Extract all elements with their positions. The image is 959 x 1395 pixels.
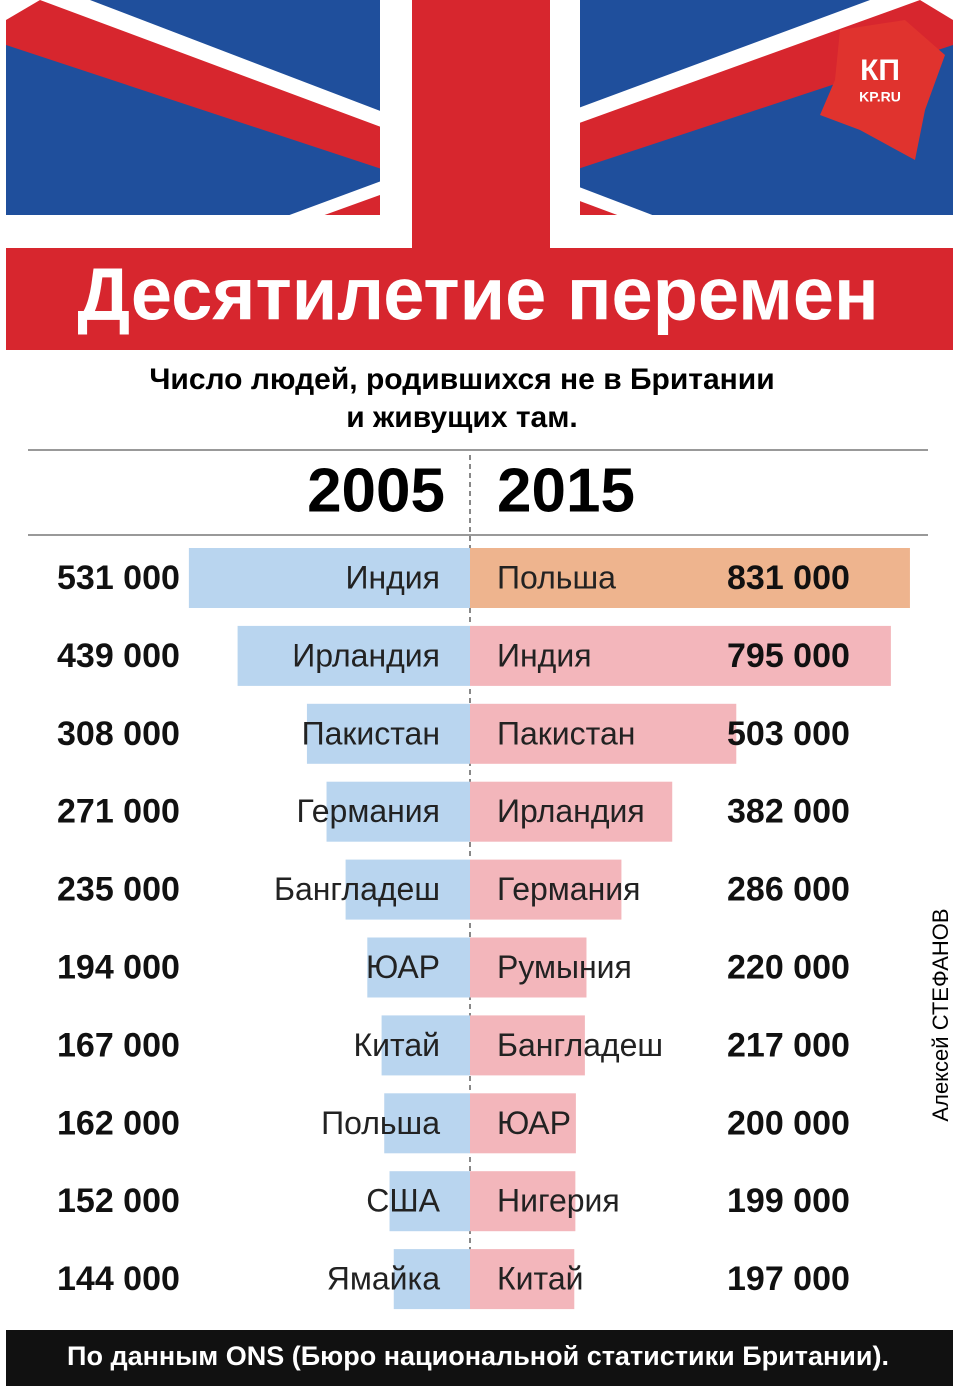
category-label: Китай [354,1027,440,1063]
bar [381,1015,470,1076]
title: Десятилетие перемен [77,253,878,336]
category-label: Румыния [497,949,632,985]
year-right: 2015 [497,456,635,525]
value-label: 197 000 [727,1260,850,1298]
value-label: 503 000 [727,715,850,753]
footer [6,1330,953,1386]
subtitle: Число людей, родившихся не в Британии [149,363,774,396]
category-label: Нигерия [497,1183,620,1219]
category-label: Ямайка [327,1261,440,1297]
category-label: Германия [497,871,640,907]
value-label: 217 000 [727,1026,850,1064]
category-label: Польша [497,559,616,595]
value-label: 235 000 [57,871,180,909]
bar [326,781,470,842]
bar [188,548,470,608]
value-label: 439 000 [57,637,180,675]
bar [345,859,470,920]
bars: Индия 531 000 Ирландия 439 000 Пакистан 308 0… [57,548,910,1310]
logo-text: КП [860,54,900,87]
bar [470,937,587,998]
value-label: 831 000 [727,559,850,597]
value-label: 531 000 [57,559,180,597]
value-label: 144 000 [57,1260,180,1298]
category-label: Ирландия [292,637,440,673]
category-label: Германия [297,793,440,829]
category-label: Китай [497,1261,583,1297]
category-label: Польша [321,1105,440,1141]
value-label: 382 000 [727,793,850,831]
bar [389,1171,470,1232]
year-left: 2005 [307,456,445,525]
flag [6,0,953,350]
value-label: 220 000 [727,948,850,986]
value-label: 194 000 [57,948,180,986]
bar [470,1249,575,1310]
bar [470,1171,576,1232]
category-label: ЮАР [366,949,440,985]
category-label: Бангладеш [274,871,440,907]
value-label: 286 000 [727,871,850,909]
value-label: 199 000 [727,1182,850,1220]
value-label: 167 000 [57,1026,180,1064]
category-label: Индия [345,559,440,595]
bar [470,548,910,608]
value-label: 200 000 [727,1104,850,1142]
value-label: 308 000 [57,715,180,753]
category-label: Пакистан [497,715,635,751]
source: По данным ONS (Бюро национальной статист… [67,1341,889,1371]
bar [384,1093,470,1154]
bar [470,1015,585,1076]
category-label: Ирландия [497,793,645,829]
subtitle: и живущих там. [346,401,578,434]
bar [367,937,470,998]
category-label: ЮАР [497,1105,571,1141]
bar [237,625,470,686]
category-label: США [366,1183,440,1219]
value-label: 152 000 [57,1182,180,1220]
logo: КП KP.RU [820,20,945,160]
category-label: Индия [497,637,592,673]
value-label: 795 000 [727,637,850,675]
category-label: Бангладеш [497,1027,663,1063]
bar [393,1249,470,1310]
logo-sub: KP.RU [859,89,901,105]
bar [470,625,891,686]
author: Алексей СТЕФАНОВ [928,908,953,1121]
bar [470,1093,576,1154]
bar [470,703,737,764]
value-label: 271 000 [57,793,180,831]
bar [306,703,470,764]
value-label: 162 000 [57,1104,180,1142]
bar [470,859,622,920]
category-label: Пакистан [302,715,440,751]
bar [470,781,673,842]
